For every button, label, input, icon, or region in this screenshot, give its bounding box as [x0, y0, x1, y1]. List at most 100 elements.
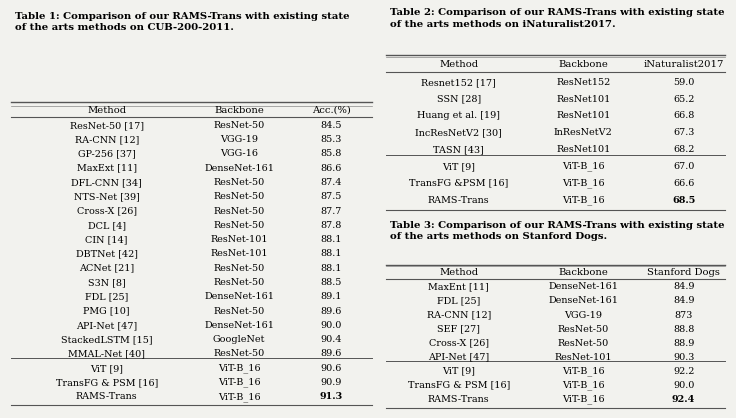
Text: 90.6: 90.6: [320, 364, 342, 373]
Text: Backbone: Backbone: [559, 268, 608, 277]
Text: 68.2: 68.2: [673, 145, 694, 154]
Text: IncResNetV2 [30]: IncResNetV2 [30]: [415, 128, 502, 137]
Text: RA-CNN [12]: RA-CNN [12]: [427, 311, 491, 319]
Text: Method: Method: [87, 106, 127, 115]
Text: 88.8: 88.8: [673, 324, 694, 334]
Text: ResNet-50: ResNet-50: [213, 121, 265, 130]
Text: 67.3: 67.3: [673, 128, 694, 137]
Text: PMG [10]: PMG [10]: [83, 307, 130, 316]
Text: FDL [25]: FDL [25]: [437, 296, 481, 306]
Text: 84.9: 84.9: [673, 283, 695, 291]
Text: VGG-19: VGG-19: [220, 135, 258, 144]
Text: InResNetV2: InResNetV2: [554, 128, 613, 137]
Text: VGG-16: VGG-16: [220, 150, 258, 158]
Text: Huang et al. [19]: Huang et al. [19]: [417, 112, 500, 120]
Text: ViT-B_16: ViT-B_16: [562, 178, 605, 188]
Text: Acc.(%): Acc.(%): [312, 106, 350, 115]
Text: Cross-X [26]: Cross-X [26]: [429, 339, 489, 348]
Text: 87.5: 87.5: [320, 192, 342, 201]
Text: 90.0: 90.0: [673, 381, 694, 390]
Text: 88.9: 88.9: [673, 339, 694, 348]
Text: RAMS-Trans: RAMS-Trans: [428, 395, 489, 404]
Text: 88.5: 88.5: [320, 278, 342, 287]
Text: 90.9: 90.9: [320, 378, 342, 387]
Text: TransFG & PSM [16]: TransFG & PSM [16]: [55, 378, 158, 387]
Text: 90.4: 90.4: [320, 335, 342, 344]
Text: API-Net [47]: API-Net [47]: [76, 321, 138, 330]
Text: 92.4: 92.4: [672, 395, 696, 404]
Text: S3N [8]: S3N [8]: [88, 278, 126, 287]
Text: 873: 873: [674, 311, 693, 319]
Text: Table 3: Comparison of our RAMS-Trans with existing state
of the arts methods on: Table 3: Comparison of our RAMS-Trans wi…: [389, 221, 724, 241]
Text: ResNet-50: ResNet-50: [213, 264, 265, 273]
Text: DenseNet-161: DenseNet-161: [548, 283, 618, 291]
Text: 88.1: 88.1: [320, 235, 342, 244]
Text: TransFG & PSM [16]: TransFG & PSM [16]: [408, 381, 510, 390]
Text: 86.6: 86.6: [320, 164, 342, 173]
Text: 85.8: 85.8: [320, 150, 342, 158]
Text: 88.1: 88.1: [320, 250, 342, 258]
Text: CIN [14]: CIN [14]: [85, 235, 128, 244]
Text: 66.8: 66.8: [673, 112, 694, 120]
Text: ResNet-50: ResNet-50: [213, 206, 265, 216]
Text: ViT-B_16: ViT-B_16: [562, 380, 605, 390]
Text: Table 2: Comparison of our RAMS-Trans with existing state
of the arts methods on: Table 2: Comparison of our RAMS-Trans wi…: [389, 8, 724, 28]
Text: MaxEnt [11]: MaxEnt [11]: [428, 283, 489, 291]
Text: ResNet101: ResNet101: [556, 145, 611, 154]
Text: MaxExt [11]: MaxExt [11]: [77, 164, 137, 173]
Text: 84.9: 84.9: [673, 296, 695, 306]
Text: ViT [9]: ViT [9]: [91, 364, 123, 373]
Text: ResNet-101: ResNet-101: [210, 250, 268, 258]
Text: ViT-B_16: ViT-B_16: [562, 195, 605, 205]
Text: ResNet-101: ResNet-101: [554, 353, 612, 362]
Text: ResNet-50: ResNet-50: [213, 221, 265, 230]
Text: Cross-X [26]: Cross-X [26]: [77, 206, 137, 216]
Text: DenseNet-161: DenseNet-161: [204, 321, 275, 330]
Text: ResNet-50: ResNet-50: [558, 324, 609, 334]
Text: 89.1: 89.1: [320, 292, 342, 301]
Text: ViT-B_16: ViT-B_16: [562, 162, 605, 171]
Text: ViT-B_16: ViT-B_16: [218, 392, 261, 402]
Text: 88.1: 88.1: [320, 264, 342, 273]
Text: ResNet-50: ResNet-50: [213, 178, 265, 187]
Text: 68.5: 68.5: [672, 196, 696, 204]
Text: ResNet152: ResNet152: [556, 78, 610, 87]
Text: Backbone: Backbone: [214, 106, 264, 115]
Text: ViT-B_16: ViT-B_16: [218, 378, 261, 387]
Text: 89.6: 89.6: [320, 349, 342, 359]
Text: ViT [9]: ViT [9]: [442, 162, 475, 171]
Text: 92.2: 92.2: [673, 367, 694, 376]
Text: Method: Method: [439, 268, 478, 277]
Text: ViT-B_16: ViT-B_16: [218, 363, 261, 373]
Text: 90.0: 90.0: [320, 321, 342, 330]
Text: ResNet-50: ResNet-50: [213, 192, 265, 201]
Text: TransFG &PSM [16]: TransFG &PSM [16]: [409, 179, 509, 188]
Text: 84.5: 84.5: [320, 121, 342, 130]
Text: ResNet-50: ResNet-50: [213, 349, 265, 359]
Text: 91.3: 91.3: [319, 393, 343, 401]
Text: ViT [9]: ViT [9]: [442, 367, 475, 376]
Text: VGG-19: VGG-19: [565, 311, 602, 319]
Text: MMAL-Net [40]: MMAL-Net [40]: [68, 349, 145, 359]
Text: DenseNet-161: DenseNet-161: [204, 292, 275, 301]
Text: 89.6: 89.6: [320, 307, 342, 316]
Text: FDL [25]: FDL [25]: [85, 292, 128, 301]
Text: Method: Method: [439, 60, 478, 69]
Text: TASN [43]: TASN [43]: [434, 145, 484, 154]
Text: DBTNet [42]: DBTNet [42]: [76, 250, 138, 258]
Text: iNaturalist2017: iNaturalist2017: [643, 60, 724, 69]
Text: 66.6: 66.6: [673, 179, 694, 188]
Text: 87.7: 87.7: [320, 206, 342, 216]
Text: 67.0: 67.0: [673, 162, 694, 171]
Text: Resnet152 [17]: Resnet152 [17]: [422, 78, 496, 87]
Text: ViT-B_16: ViT-B_16: [562, 366, 605, 376]
Text: Backbone: Backbone: [559, 60, 608, 69]
Text: DFL-CNN [34]: DFL-CNN [34]: [71, 178, 142, 187]
Text: 87.4: 87.4: [320, 178, 342, 187]
Text: RAMS-Trans: RAMS-Trans: [428, 196, 489, 204]
Text: ResNet-50: ResNet-50: [213, 278, 265, 287]
Text: 87.8: 87.8: [320, 221, 342, 230]
Text: DenseNet-161: DenseNet-161: [204, 164, 275, 173]
Text: ResNet-101: ResNet-101: [210, 235, 268, 244]
Text: ACNet [21]: ACNet [21]: [79, 264, 135, 273]
